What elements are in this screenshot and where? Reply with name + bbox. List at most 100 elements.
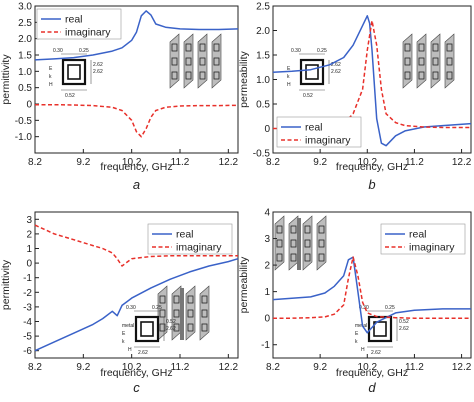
array-cell-shape: [213, 57, 220, 66]
legend-entry-real: real: [409, 229, 427, 241]
array-cell-shape: [187, 309, 194, 318]
panel-a: 0.30 0.25 2.622.62 0.52 EkH 8.2 9.2 10.2 11.2 12.…: [0, 2, 239, 193]
x-tick-label: 9.2: [313, 362, 327, 373]
inset-dimension-label: 2.62: [166, 326, 176, 332]
legend-entry-imaginary: imaginary: [65, 27, 111, 39]
metamaterial-array-illustration: [169, 33, 222, 89]
plot-frame: [34, 5, 239, 154]
legend-entry-imaginary: imaginary: [176, 242, 222, 254]
y-tick-label: 2.5: [18, 18, 32, 29]
y-tick-label: 0.5: [256, 100, 270, 111]
array-cell-shape: [318, 253, 325, 262]
y-tick-label: -6: [23, 346, 32, 357]
series-real-line: [34, 257, 239, 352]
legend-box: [380, 223, 466, 255]
inset-dimension-label: 2.62: [371, 350, 381, 356]
inset-dimension-label: 2.62: [93, 69, 103, 75]
y-tick-label: 1.5: [18, 51, 32, 62]
array-slab-shape: [197, 33, 208, 89]
series-real-line: [272, 15, 472, 147]
array-cell-shape: [276, 225, 283, 234]
array-cell-shape: [276, 239, 283, 248]
y-tick-label: 1: [26, 244, 32, 255]
array-cell-shape: [159, 309, 166, 318]
y-tick-label: -1: [23, 273, 32, 284]
y-tick-label: 3: [264, 234, 270, 245]
y-tick-label: 1.0: [256, 75, 270, 86]
legend-entry-real: real: [65, 14, 83, 26]
array-cell-shape: [418, 57, 425, 66]
array-cell-shape: [201, 309, 208, 318]
y-tick-label: 0: [26, 100, 32, 111]
inner-ring-shape: [140, 321, 154, 337]
series-imaginary-line: [35, 103, 239, 138]
inner-ring-shape: [373, 321, 387, 337]
inset-dimension-label: 0.30: [126, 305, 136, 311]
x-tick-label: 8.2: [266, 157, 280, 168]
series-imaginary-line: [273, 19, 471, 130]
array-cell-shape: [304, 239, 311, 248]
array-cell-shape: [185, 43, 192, 52]
y-tick-label: -3: [23, 302, 32, 313]
y-axis-label: permittivity: [0, 54, 12, 105]
array-slab-shape: [302, 215, 313, 271]
inset-dimension-label: 0.25: [152, 305, 162, 311]
array-cell-shape: [318, 225, 325, 234]
array-cell-shape: [418, 43, 425, 52]
plot-frame: [272, 211, 472, 359]
x-tick-label: 10.2: [358, 157, 378, 168]
array-cell-shape: [404, 43, 411, 52]
array-cell-shape: [187, 295, 194, 304]
x-tick-label: 8.2: [28, 362, 42, 373]
array-cell-shape: [185, 71, 192, 80]
series-imaginary-line: [34, 224, 238, 267]
inner-ring-shape: [305, 64, 319, 80]
outer-ring-shape: [367, 315, 393, 343]
inset-dimension-label: metal: [122, 323, 134, 329]
legend-entry-real: real: [176, 229, 194, 241]
metamaterial-array-illustration: [157, 285, 210, 341]
x-tick-label: 8.2: [28, 157, 42, 168]
array-slab-shape: [199, 285, 210, 341]
array-slab-shape: [444, 33, 455, 89]
y-tick-label: 1.5: [256, 51, 270, 62]
inset-dimension-label: 0.52: [399, 319, 409, 325]
inset-dimension-label: 0.25: [79, 48, 89, 54]
array-slab-shape: [430, 33, 441, 89]
array-cell-shape: [213, 43, 220, 52]
array-slab-shape: [316, 215, 327, 271]
inset-dimension-label: metal: [355, 323, 367, 329]
inset-dimension-label: k: [49, 74, 52, 80]
inset-dimension-label: E: [122, 331, 126, 337]
y-tick-label: 2: [26, 229, 32, 240]
x-axis-label: frequency, GHz: [336, 161, 408, 173]
array-cell-shape: [171, 57, 178, 66]
x-tick-label: 12.2: [219, 157, 239, 168]
array-cell-shape: [404, 57, 411, 66]
x-tick-label: 11.2: [405, 362, 424, 373]
inset-dimension-label: E: [287, 66, 291, 72]
array-cell-shape: [201, 323, 208, 332]
array-cell-shape: [446, 57, 453, 66]
array-cell-shape: [432, 71, 439, 80]
array-slab-shape: [288, 215, 299, 271]
array-cell-shape: [173, 323, 180, 332]
inset-dimension-label: 0.52: [303, 93, 313, 99]
array-cell-shape: [418, 71, 425, 80]
y-tick-label: 4: [264, 208, 270, 219]
metal-plate-shape: [297, 218, 301, 270]
panel-label: a: [133, 177, 140, 192]
array-slab-shape: [416, 33, 427, 89]
array-cell-shape: [290, 225, 297, 234]
unit-cell-inset: 0.30 0.25 2.622.62 0.52 EkH: [287, 48, 341, 99]
array-slab-shape: [211, 33, 222, 89]
array-cell-shape: [171, 71, 178, 80]
plot-frame: [34, 211, 239, 359]
legend-box: [36, 8, 122, 40]
panel-label: c: [133, 380, 140, 395]
inset-dimension-label: 0.25: [385, 305, 395, 311]
x-tick-label: 10.2: [122, 362, 142, 373]
y-tick-label: -1.0: [15, 132, 33, 143]
inset-dimension-label: k: [122, 339, 125, 345]
